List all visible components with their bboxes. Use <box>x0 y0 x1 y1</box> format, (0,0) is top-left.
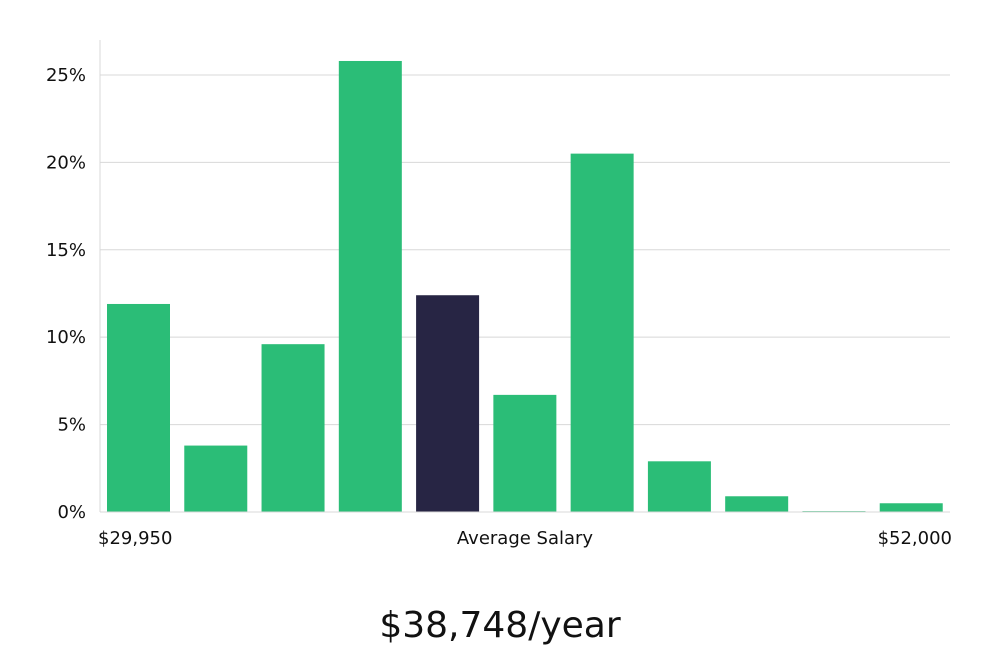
y-tick-label: 20% <box>46 152 86 173</box>
histogram-bar <box>647 461 711 512</box>
histogram-bar <box>107 303 170 512</box>
y-tick-label: 10% <box>46 327 86 348</box>
histogram-bar <box>725 496 789 512</box>
average-salary-value: $38,748/year <box>379 605 621 646</box>
x-axis-max-label: $52,000 <box>877 528 952 549</box>
y-tick-label: 15% <box>46 240 86 261</box>
x-axis-title: Average Salary <box>456 528 594 549</box>
histogram-bar-highlight <box>416 295 480 512</box>
y-tick-label: 25% <box>46 65 86 86</box>
histogram-bar <box>493 394 557 512</box>
salary-histogram: 0% 5% 10% 15% 20% 25% <box>46 40 950 523</box>
y-tick-label: 5% <box>57 415 86 436</box>
grid-lines <box>100 74 950 426</box>
histogram-bar <box>338 60 402 512</box>
histogram-bar <box>261 344 325 512</box>
histogram-bars <box>107 60 943 513</box>
histogram-bar <box>184 445 248 512</box>
y-tick-label: 0% <box>57 502 86 523</box>
histogram-bar <box>570 153 634 512</box>
x-axis-min-label: $29,950 <box>98 528 173 549</box>
y-axis-ticks: 0% 5% 10% 15% 20% 25% <box>46 65 86 523</box>
histogram-bar <box>879 503 943 512</box>
